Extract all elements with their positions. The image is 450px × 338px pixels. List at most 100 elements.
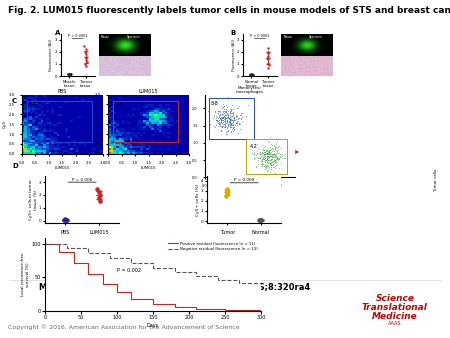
Point <box>268 143 275 148</box>
Point <box>259 164 266 169</box>
Point <box>223 121 230 126</box>
Point <box>257 218 264 223</box>
Point <box>217 120 224 125</box>
Point <box>270 158 277 164</box>
Point <box>262 155 269 161</box>
Point <box>224 112 231 117</box>
Point <box>216 112 223 117</box>
Point <box>266 155 273 161</box>
Point <box>261 144 268 149</box>
Point <box>266 153 274 158</box>
Point <box>225 113 232 119</box>
Point <box>221 110 228 116</box>
Point <box>258 157 265 162</box>
Negative residual fluorescence (n = 13) <box>258 283 264 287</box>
Point <box>262 153 269 159</box>
Point <box>258 161 265 166</box>
Point <box>225 116 232 121</box>
Point <box>224 122 231 127</box>
Point <box>259 155 266 161</box>
Point <box>264 50 271 56</box>
Point <box>220 122 227 127</box>
Point <box>266 153 273 159</box>
Point <box>222 116 229 122</box>
Point <box>265 150 272 155</box>
Point <box>237 111 244 116</box>
Point <box>264 53 271 58</box>
Point <box>266 149 273 154</box>
Point <box>67 72 74 77</box>
Point <box>251 156 258 162</box>
Text: Science: Science <box>375 294 414 303</box>
Point <box>96 199 104 204</box>
Point <box>259 150 266 156</box>
Point <box>264 153 271 159</box>
Point <box>228 108 235 114</box>
Text: A: A <box>55 30 60 36</box>
Positive residual fluorescence (n = 11) <box>150 302 156 306</box>
Point <box>268 153 275 159</box>
Point <box>230 125 237 130</box>
Point <box>229 126 236 132</box>
Point <box>216 117 224 122</box>
Point <box>261 152 268 157</box>
Point <box>261 147 268 153</box>
Point <box>231 118 239 123</box>
Point <box>269 154 276 160</box>
Point <box>265 148 272 153</box>
Point <box>221 123 229 129</box>
Point <box>210 115 217 120</box>
Point <box>258 158 265 164</box>
Point <box>220 112 227 117</box>
Point <box>270 160 278 165</box>
Point <box>229 124 236 129</box>
Point <box>274 146 281 151</box>
Point <box>267 150 274 156</box>
Point <box>213 118 220 123</box>
Point <box>269 152 276 158</box>
Point <box>63 217 71 223</box>
Point <box>222 110 229 115</box>
Point <box>265 151 272 157</box>
Point <box>236 126 243 132</box>
Point <box>248 72 255 77</box>
Point <box>229 113 236 119</box>
Point <box>264 154 271 159</box>
Point <box>66 72 73 77</box>
Point <box>275 144 282 149</box>
Point <box>271 158 279 163</box>
Point <box>260 150 267 155</box>
Point <box>273 154 280 159</box>
Point <box>267 151 274 156</box>
Point <box>221 121 228 126</box>
Point <box>264 151 271 156</box>
Point <box>268 158 275 163</box>
Point <box>65 71 72 77</box>
Point <box>265 56 272 62</box>
Point <box>225 113 232 118</box>
Point <box>264 153 271 158</box>
Y-axis label: Fluorescence (AU): Fluorescence (AU) <box>50 39 54 71</box>
Text: Translational: Translational <box>362 303 428 312</box>
Point <box>219 111 226 117</box>
Point <box>81 61 88 67</box>
Point <box>223 107 230 112</box>
Point <box>227 122 234 127</box>
X-axis label: LUM015: LUM015 <box>54 166 70 170</box>
Negative residual fluorescence (n = 13) <box>150 266 156 270</box>
Point <box>232 114 239 120</box>
Point <box>273 153 280 159</box>
Point <box>226 114 234 120</box>
Point <box>222 113 230 118</box>
Point <box>224 131 231 137</box>
Point <box>82 54 89 59</box>
Point <box>217 127 224 133</box>
Point <box>271 145 279 150</box>
Point <box>217 122 224 127</box>
Point <box>218 116 225 121</box>
Point <box>266 135 274 140</box>
Point <box>267 156 274 162</box>
Point <box>264 148 271 154</box>
Point <box>258 157 265 163</box>
Point <box>264 162 271 167</box>
